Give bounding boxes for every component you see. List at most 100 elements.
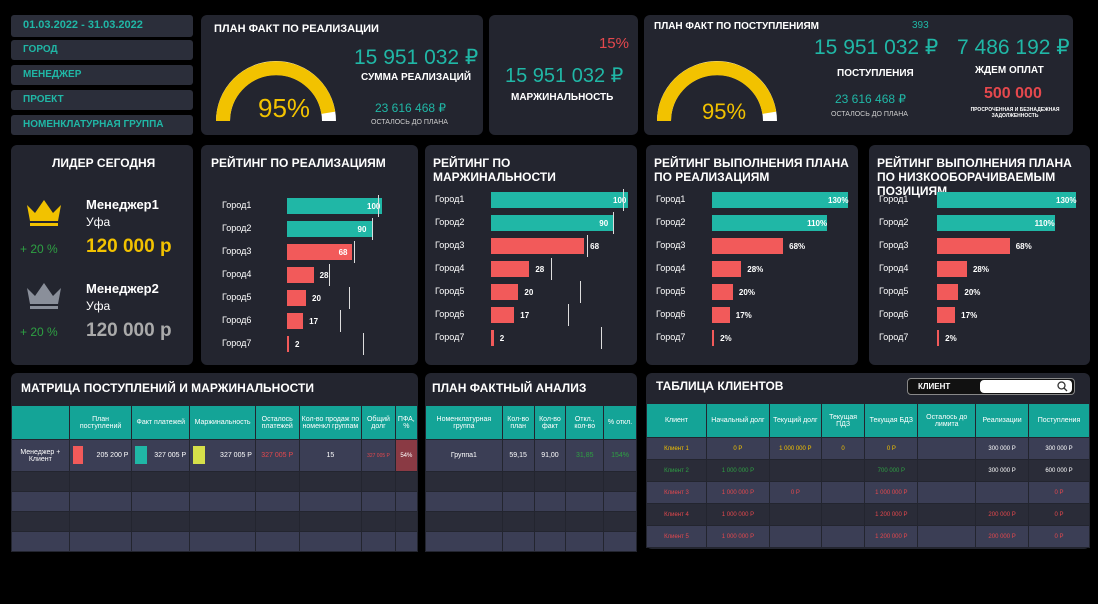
leader1-city: Уфа bbox=[86, 215, 111, 229]
rating-row-label: Город3 bbox=[222, 246, 252, 256]
receipts-top-num: 393 bbox=[912, 20, 929, 31]
cell bbox=[975, 481, 1029, 504]
cell: 200 000 Р bbox=[975, 525, 1029, 548]
margin-label: МАРЖИНАЛЬНОСТЬ bbox=[511, 92, 614, 103]
filter-manager[interactable]: МЕНЕДЖЕР bbox=[11, 65, 193, 85]
cell bbox=[768, 525, 822, 548]
rating-row-label: Город1 bbox=[435, 194, 465, 204]
cell: 54% bbox=[394, 439, 419, 472]
rating-bar-value: 28% bbox=[747, 265, 764, 274]
rating-row-label: Город3 bbox=[435, 240, 465, 250]
clients-header: Клиент bbox=[646, 403, 707, 438]
cell: 700 000 Р bbox=[864, 459, 919, 482]
cell: Клиент 1 bbox=[646, 437, 707, 460]
cell: 91,00 bbox=[533, 439, 567, 472]
rating-bar bbox=[937, 284, 959, 300]
rating-plan-sales-card: РЕЙТИНГ ВЫПОЛНЕНИЯ ПЛАНА ПО РЕАЛИЗАЦИЯМ … bbox=[646, 145, 858, 365]
rating-low-turnover-title: РЕЙТИНГ ВЫПОЛНЕНИЯ ПЛАНА ПО НИЗКООБОРАЧИ… bbox=[877, 156, 1072, 198]
filter-nomenclature-group[interactable]: НОМЕНКЛАТУРНАЯ ГРУППА bbox=[11, 115, 193, 135]
rating-bar-value: 17 bbox=[309, 317, 319, 326]
leader1-name: Менеджер1 bbox=[86, 197, 159, 212]
date-range-filter[interactable]: 01.03.2022 - 31.03.2022 bbox=[11, 15, 193, 37]
search-icon[interactable] bbox=[1057, 381, 1068, 392]
rating-plan-sales-title: РЕЙТИНГ ВЫПОЛНЕНИЯ ПЛАНА ПО РЕАЛИЗАЦИЯМ bbox=[654, 156, 849, 184]
rating-row-label: Город7 bbox=[435, 332, 465, 342]
cell: 0 Р bbox=[1027, 503, 1091, 526]
clients-header: Начальный долг bbox=[705, 403, 770, 438]
rating-bar bbox=[491, 307, 515, 323]
cell bbox=[917, 481, 977, 504]
plan-marker bbox=[586, 235, 588, 257]
cell: 200 000 Р bbox=[975, 503, 1029, 526]
rating-row-label: Город6 bbox=[879, 309, 909, 319]
rating-bar bbox=[287, 267, 314, 283]
client-search[interactable]: КЛИЕНТ bbox=[907, 378, 1075, 395]
matrix-card: МАТРИЦА ПОСТУПЛЕНИЙ И МАРЖИНАЛЬНОСТИ Пла… bbox=[11, 373, 419, 552]
plan-marker bbox=[567, 304, 569, 326]
matrix-header: Общий долг bbox=[361, 405, 396, 440]
cell: 205 200 Р bbox=[68, 439, 133, 472]
rating-bar bbox=[937, 192, 1076, 208]
rating-row-label: Город3 bbox=[879, 240, 909, 250]
cell: 59,15 bbox=[501, 439, 535, 472]
filter-city[interactable]: ГОРОД bbox=[11, 40, 193, 60]
rating-bar-value: 110% bbox=[807, 219, 828, 228]
pfa-card: ПЛАН ФАКТНЫЙ АНАЛИЗ Номенклатурная групп… bbox=[425, 373, 637, 552]
rating-row-label: Город4 bbox=[656, 263, 686, 273]
rating-row-label: Город5 bbox=[222, 292, 252, 302]
rating-bar bbox=[491, 261, 530, 277]
cell: 327 005 Р bbox=[254, 439, 300, 472]
cell: 1 000 000 Р bbox=[705, 503, 770, 526]
table-row[interactable]: Группа1 59,15 91,00 31,85 154% bbox=[425, 439, 637, 472]
rating-row-label: Город2 bbox=[656, 217, 686, 227]
cell bbox=[917, 503, 977, 526]
cell: 0 Р bbox=[705, 437, 770, 460]
clients-table: Клиент Начальный долг Текущий долг Текущ… bbox=[646, 403, 1091, 548]
pfa-title: ПЛАН ФАКТНЫЙ АНАЛИЗ bbox=[432, 381, 587, 395]
rating-bar-value: 2 bbox=[499, 334, 505, 343]
sales-remaining: 23 616 468 ₽ bbox=[375, 101, 447, 115]
cell: 327 005 Р bbox=[189, 439, 256, 472]
cell bbox=[768, 503, 822, 526]
cell-value: 327 005 Р bbox=[220, 451, 252, 459]
plan-marker bbox=[348, 287, 350, 309]
rating-row-label: Город4 bbox=[222, 269, 252, 279]
cell: 0 bbox=[820, 437, 866, 460]
cell bbox=[820, 503, 866, 526]
cell: 1 200 000 Р bbox=[864, 503, 919, 526]
filter-project[interactable]: ПРОЕКТ bbox=[11, 90, 193, 110]
receipts-remaining-label: ОСТАЛОСЬ ДО ПЛАНА bbox=[831, 111, 908, 118]
rating-bar bbox=[491, 330, 494, 346]
rating-row-label: Город6 bbox=[222, 315, 252, 325]
cell: 0 Р bbox=[864, 437, 919, 460]
matrix-header: Маржинальность bbox=[189, 405, 256, 440]
rating-row-label: Город6 bbox=[435, 309, 465, 319]
rating-bar-value: 130% bbox=[1056, 196, 1077, 205]
margin-amount: 15 951 032 ₽ bbox=[505, 65, 624, 87]
table-row[interactable]: Менеджер + Клиент 205 200 Р 327 005 Р 32… bbox=[11, 439, 419, 472]
leader2-name: Менеджер2 bbox=[86, 281, 159, 296]
rating-bar bbox=[937, 261, 967, 277]
receipts-title: ПЛАН ФАКТ ПО ПОСТУПЛЕНИЯМ bbox=[654, 21, 819, 32]
plan-marker bbox=[600, 327, 602, 349]
margin-pct: 15% bbox=[598, 35, 629, 52]
cell: 31,85 bbox=[565, 439, 605, 472]
cell: 300 000 Р bbox=[975, 459, 1029, 482]
cell-value: 205 200 Р bbox=[96, 451, 129, 459]
rating-bar bbox=[287, 221, 373, 237]
rating-row-label: Город1 bbox=[222, 200, 252, 210]
rating-bar bbox=[712, 307, 730, 323]
cell bbox=[768, 459, 822, 482]
client-search-input[interactable] bbox=[980, 380, 1072, 393]
cell: Группа1 bbox=[425, 439, 503, 472]
rating-row-label: Город1 bbox=[879, 194, 909, 204]
rating-row-label: Город7 bbox=[656, 332, 686, 342]
rating-bar bbox=[287, 244, 352, 260]
rating-bar-value: 2% bbox=[945, 334, 957, 343]
cell: 15 bbox=[298, 439, 363, 472]
